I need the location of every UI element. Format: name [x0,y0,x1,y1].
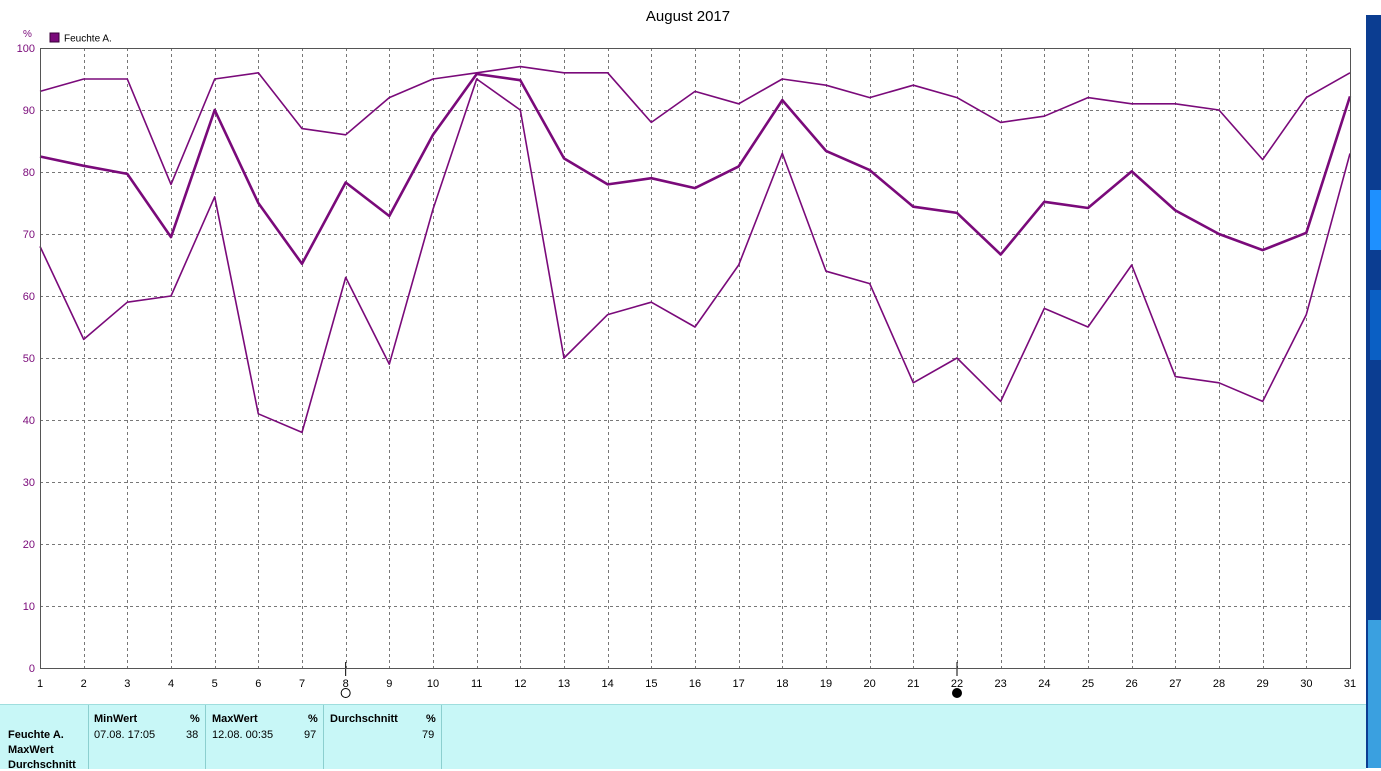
stats-row-avg: Durchschnitt [8,759,76,771]
avg-header: Durchschnitt [330,713,398,725]
full-moon-icon [340,688,351,698]
x-tick-label: 22 [951,678,963,690]
y-tick-label: 90 [23,105,35,117]
stats-row-max: MaxWert [8,744,54,756]
x-tick-label: 12 [514,678,526,690]
y-tick-label: 40 [23,415,35,427]
x-tick-label: 1 [37,678,43,690]
x-tick-label: 5 [212,678,218,690]
max-unit: % [308,713,318,725]
x-tick-label: 19 [820,678,832,690]
chart-title: August 2017 [646,8,730,25]
stats-max-column: MaxWert % 12.08. 00:35 97 [206,705,324,769]
stats-avg-column: Durchschnitt % 79 [324,705,442,769]
x-tick-label: 8 [343,678,349,690]
avg-value: 79 [422,729,435,741]
x-tick-label: 17 [733,678,745,690]
avg-unit: % [426,713,436,725]
max-time: 12.08. 00:35 [212,729,274,741]
x-tick-label: 16 [689,678,701,690]
stats-series-label: Feuchte A. [8,729,64,741]
series-line-3 [39,78,1351,434]
legend-swatch [49,32,60,43]
y-tick-label: 70 [23,229,35,241]
x-tick-label: 2 [81,678,87,690]
x-tick-label: 7 [299,678,305,690]
series-line-2 [39,72,1352,266]
min-time: 07.08. 17:05 [94,729,156,741]
y-axis-unit: % [23,29,32,40]
y-tick-label: 20 [23,539,35,551]
max-value: 97 [304,729,317,741]
side-window-edge [1366,0,1381,768]
stats-label-column: Feuchte A. MaxWert Durchschnitt [0,705,89,771]
min-value: 38 [186,729,199,741]
x-tick-label: 24 [1038,678,1050,690]
plot-frame [40,48,1351,669]
x-tick-label: 20 [864,678,876,690]
y-tick-label: 30 [23,477,35,489]
x-tick-label: 15 [645,678,657,690]
x-tick-label: 28 [1213,678,1225,690]
y-tick-label: 60 [23,291,35,303]
x-tick-label: 30 [1300,678,1312,690]
x-tick-label: 11 [471,678,482,690]
min-unit: % [190,713,200,725]
max-header: MaxWert [212,713,258,725]
min-header: MinWert [94,713,138,725]
stats-min-column: MinWert % 07.08. 17:05 38 [88,705,206,769]
chart: August 2017 % Feuchte A. 0 10 20 30 40 50 60 70… [17,8,1356,698]
x-tick-label: 23 [995,678,1007,690]
x-tick-label: 13 [558,678,570,690]
y-tick-label: 50 [23,353,35,365]
x-tick-label: 21 [907,678,919,690]
x-tick-label: 14 [602,678,614,690]
statistics-panel: Feuchte A. MaxWert Durchschnitt MinWert … [0,704,1366,771]
x-tick-label: 4 [168,678,174,690]
x-tick-label: 10 [427,678,439,690]
x-tick-label: 9 [386,678,392,690]
x-tick-label: 6 [255,678,261,690]
x-tick-label: 27 [1169,678,1181,690]
y-tick-label: 100 [17,43,35,55]
series-line-1 [39,65,1351,186]
legend-label: Feuchte A. [64,34,112,45]
x-tick-label: 31 [1344,678,1356,690]
y-tick-label: 80 [23,167,35,179]
x-tick-label: 3 [124,678,130,690]
new-moon-icon [952,688,962,698]
x-tick-label: 25 [1082,678,1094,690]
y-tick-label: 10 [23,601,35,613]
x-tick-label: 29 [1257,678,1269,690]
y-tick-label: 0 [29,663,35,675]
x-tick-label: 26 [1126,678,1138,690]
x-tick-label: 18 [776,678,788,690]
